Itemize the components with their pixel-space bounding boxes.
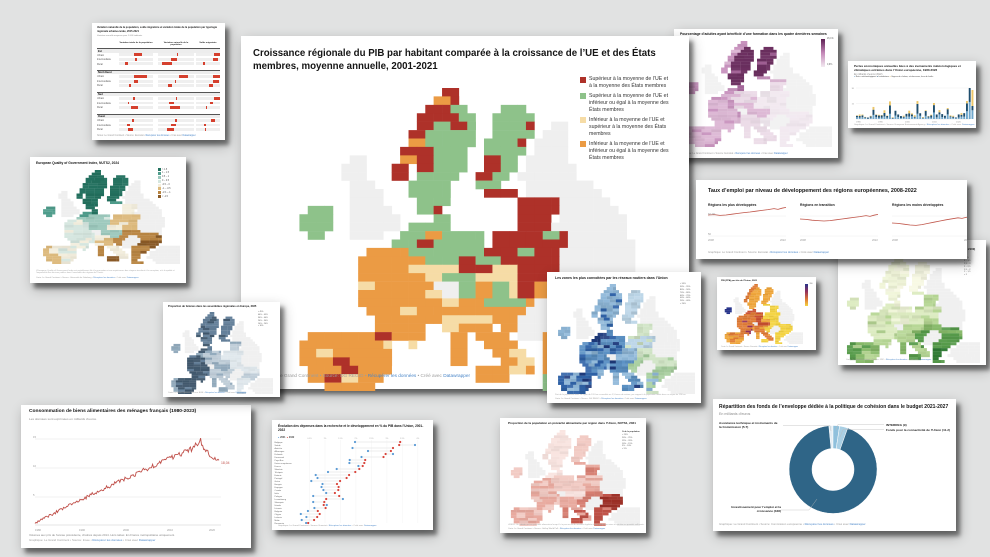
svg-text:10: 10 [33,464,36,468]
svg-text:15: 15 [852,104,855,106]
svg-text:2000: 2000 [905,122,911,124]
svg-text:Lettonie: Lettonie [275,516,283,519]
svg-text:4%: 4% [416,438,419,440]
svg-text:Belgique: Belgique [275,442,284,444]
svg-text:Slovénie: Slovénie [275,469,284,471]
svg-text:1990: 1990 [878,122,884,124]
svg-text:3%: 3% [386,438,389,440]
svg-text:2020: 2020 [209,528,215,532]
svg-text:Portugal: Portugal [275,477,283,480]
svg-text:Allemagne: Allemagne [275,450,286,453]
svg-text:2020: 2020 [956,122,962,124]
svg-text:Pologne: Pologne [275,496,283,498]
svg-text:Hongrie: Hongrie [275,483,283,486]
svg-text:3.5%: 3.5% [400,438,405,440]
svg-text:France: France [275,465,282,468]
svg-text:1980: 1980 [35,528,41,532]
svg-text:2022: 2022 [780,238,786,242]
svg-text:2.5%: 2.5% [369,438,374,440]
svg-text:2000: 2000 [123,528,129,532]
svg-text:Lituanie: Lituanie [275,507,283,510]
svg-text:Irlande: Irlande [275,504,282,507]
svg-text:2010: 2010 [932,122,938,124]
svg-text:1%: 1% [324,438,327,440]
svg-text:1990: 1990 [79,528,85,532]
svg-text:50: 50 [708,232,711,236]
svg-text:Croatie: Croatie [275,489,283,492]
svg-text:0.5%: 0.5% [307,438,312,440]
svg-text:Malte: Malte [275,519,281,522]
svg-text:2022: 2022 [872,238,878,242]
svg-text:2008: 2008 [800,238,806,242]
svg-text:Pays-Bas: Pays-Bas [275,460,284,462]
svg-text:15: 15 [33,435,36,439]
svg-text:Suède: Suède [275,445,282,447]
svg-text:Tchéquie: Tchéquie [275,472,284,474]
svg-text:Finlande: Finlande [275,454,284,456]
svg-text:18,04: 18,04 [221,461,230,465]
svg-text:60,2%: 60,2% [708,212,716,216]
svg-text:Danemark: Danemark [275,456,286,459]
svg-text:Bulgarie: Bulgarie [275,510,283,513]
svg-text:1980: 1980 [856,122,862,124]
svg-text:Grèce: Grèce [275,480,282,483]
svg-text:Autriche: Autriche [275,447,283,450]
svg-text:Espagne: Espagne [275,487,284,489]
svg-text:Italie: Italie [275,492,280,495]
svg-text:5: 5 [33,493,35,497]
svg-text:1.5%: 1.5% [338,438,343,440]
svg-text:2008: 2008 [892,238,898,242]
svg-text:Slovaquie: Slovaquie [275,502,285,504]
svg-text:Luxembourg: Luxembourg [275,498,287,501]
svg-text:Union européenne: Union européenne [275,462,293,465]
svg-text:2010: 2010 [167,528,173,532]
svg-text:Estonie: Estonie [275,474,283,477]
svg-text:30: 30 [852,88,855,90]
svg-text:2%: 2% [355,438,358,440]
svg-text:Chypre: Chypre [275,513,283,516]
svg-text:2008: 2008 [708,238,714,242]
svg-text:2022: 2022 [964,238,967,242]
svg-text:Roumanie: Roumanie [275,523,285,525]
